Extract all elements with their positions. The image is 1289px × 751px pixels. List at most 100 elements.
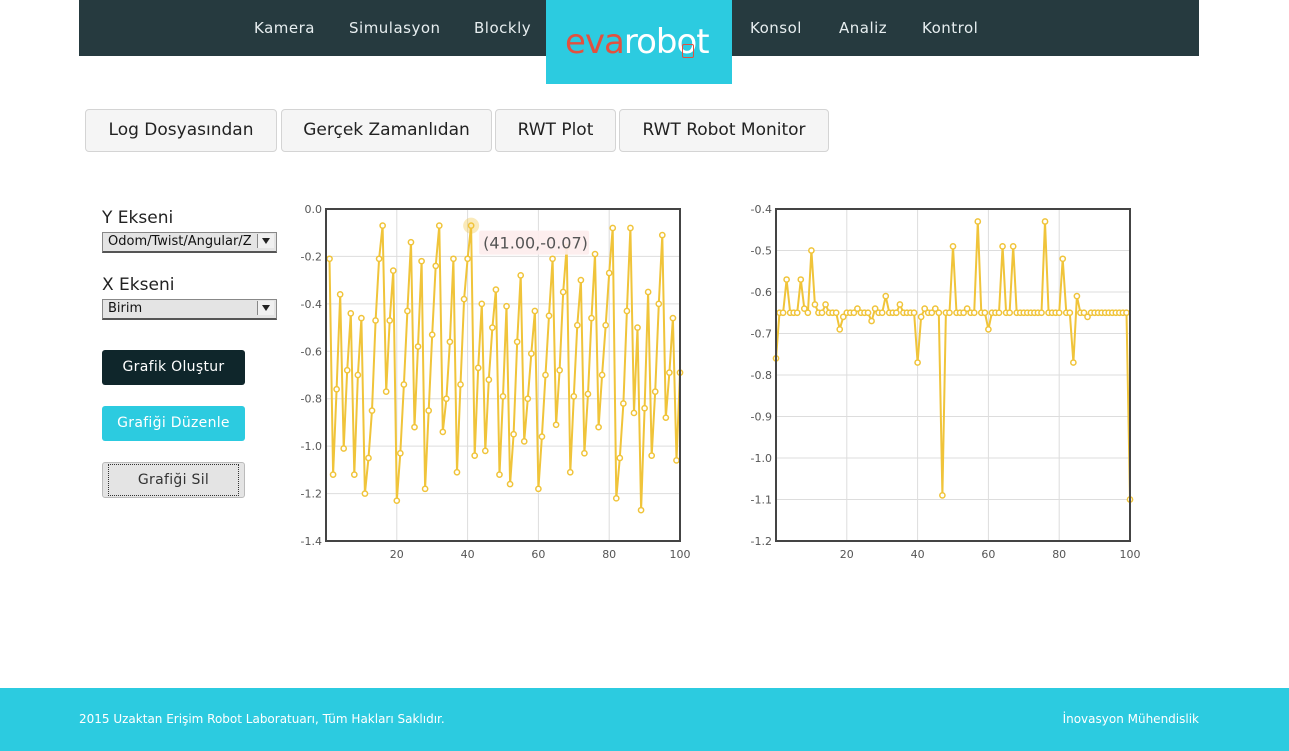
data-point xyxy=(811,301,819,308)
delete-chart-label: Grafiği Sil xyxy=(137,472,210,488)
data-point xyxy=(396,449,404,457)
data-point xyxy=(343,366,351,374)
edit-chart-button[interactable]: Grafiği Düzenle xyxy=(102,406,245,441)
series-line xyxy=(328,225,681,511)
data-point xyxy=(566,468,574,476)
data-point xyxy=(882,292,890,300)
data-point xyxy=(620,400,627,407)
tab-log-dosyasindan[interactable]: Log Dosyasından xyxy=(85,109,277,152)
y-tick-label: -1.0 xyxy=(751,452,772,465)
data-point xyxy=(779,309,787,317)
data-point xyxy=(354,371,362,379)
logo-robot: robot xyxy=(623,22,710,62)
data-point xyxy=(1073,292,1081,300)
data-point xyxy=(471,452,479,459)
data-point xyxy=(839,313,847,321)
data-point xyxy=(1009,243,1017,250)
data-point xyxy=(460,295,468,303)
nav-item-kamera[interactable]: Kamera xyxy=(254,19,315,37)
data-point xyxy=(893,309,900,317)
data-point xyxy=(538,433,546,441)
footer-company[interactable]: İnovasyon Mühendislik xyxy=(1062,712,1199,726)
chart-left[interactable]: 20 40 60 80 100 0.0 -0.2 -0.4 -0.6 -0.8 -1.0 -1.2 -1… xyxy=(290,195,700,565)
data-point xyxy=(960,309,967,317)
data-point xyxy=(946,309,953,317)
nav-item-blockly[interactable]: Blockly xyxy=(474,19,532,37)
data-point xyxy=(1070,359,1077,366)
data-point xyxy=(970,309,978,317)
data-point xyxy=(404,307,411,315)
data-point xyxy=(1084,313,1091,321)
data-point xyxy=(393,497,401,505)
chevron-down-icon[interactable] xyxy=(257,234,274,248)
data-point xyxy=(570,392,578,400)
data-point xyxy=(588,314,595,322)
evarobot-logo[interactable]: evarobot xyxy=(546,0,732,84)
data-point xyxy=(616,454,624,462)
chevron-down-icon[interactable] xyxy=(257,301,274,315)
create-chart-button[interactable]: Grafik Oluştur xyxy=(102,350,245,385)
y-tick-label: -0.6 xyxy=(751,286,772,299)
y-tick-label: -0.7 xyxy=(751,328,772,341)
x-axis-label: X Ekseni xyxy=(102,275,175,295)
data-point xyxy=(1059,255,1067,263)
data-point xyxy=(928,309,936,317)
nav-item-analiz[interactable]: Analiz xyxy=(839,19,888,37)
x-tick-label: 100 xyxy=(1120,548,1141,561)
data-point xyxy=(949,243,957,250)
tab-gercek-zamanlidan[interactable]: Gerçek Zamanlıdan xyxy=(281,109,492,152)
data-point xyxy=(340,445,348,452)
data-point xyxy=(510,430,517,438)
data-point xyxy=(365,454,372,462)
data-point xyxy=(520,438,528,445)
data-point xyxy=(612,494,620,502)
tab-rwt-robot-monitor[interactable]: RWT Robot Monitor xyxy=(619,109,829,152)
data-point xyxy=(999,243,1006,250)
y-axis-select[interactable]: Odom/Twist/Angular/Z xyxy=(102,232,277,253)
data-point xyxy=(382,388,390,395)
data-point xyxy=(559,288,567,296)
data-point xyxy=(783,276,790,283)
y-tick-label: -1.4 xyxy=(301,535,322,548)
data-point xyxy=(496,471,503,478)
footer-copyright: 2015 Uzaktan Erişim Robot Laboratuarı, T… xyxy=(79,712,445,726)
data-point xyxy=(605,269,613,277)
data-point xyxy=(1066,309,1074,317)
y-tick-label: -1.0 xyxy=(301,440,322,453)
data-point xyxy=(850,309,858,317)
data-point xyxy=(549,255,556,263)
chart-right[interactable]: 20 40 60 80 100 -0.4 -0.5 -0.6 -0.7 -0.8 -0.9 -1.0 -… xyxy=(740,195,1150,565)
data-point xyxy=(333,385,340,393)
data-point xyxy=(609,224,617,232)
data-point xyxy=(666,369,673,376)
data-point xyxy=(1041,218,1049,225)
data-point xyxy=(425,407,433,414)
data-point xyxy=(878,309,886,317)
nav-item-simulasyon[interactable]: Simulasyon xyxy=(349,19,441,37)
data-point xyxy=(623,307,631,315)
data-point xyxy=(655,300,663,308)
data-point xyxy=(1080,309,1088,317)
data-point xyxy=(379,222,386,229)
nav-item-kontrol[interactable]: Kontrol xyxy=(922,19,979,37)
x-tick-label: 20 xyxy=(840,548,854,561)
x-axis-select[interactable]: Birim xyxy=(102,299,277,320)
focus-ring xyxy=(108,464,239,496)
tab-rwt-plot[interactable]: RWT Plot xyxy=(495,109,616,152)
footer: 2015 Uzaktan Erişim Robot Laboratuarı, T… xyxy=(0,688,1289,751)
data-point xyxy=(602,321,610,329)
data-point xyxy=(457,381,464,388)
tooltip-text: (41.00,-0.07) xyxy=(483,234,588,253)
data-point xyxy=(446,338,454,346)
x-tick-label: 40 xyxy=(461,548,475,561)
delete-chart-button[interactable]: Grafiği Sil xyxy=(102,462,245,498)
y-tick-label: -1.2 xyxy=(301,488,322,501)
tooltip-highlight xyxy=(463,217,480,234)
data-point xyxy=(630,409,638,417)
data-point xyxy=(910,309,918,317)
nav-item-konsol[interactable]: Konsol xyxy=(750,19,802,37)
data-point xyxy=(634,324,641,331)
data-point xyxy=(804,309,812,317)
data-point xyxy=(935,309,943,317)
data-point xyxy=(985,326,992,333)
